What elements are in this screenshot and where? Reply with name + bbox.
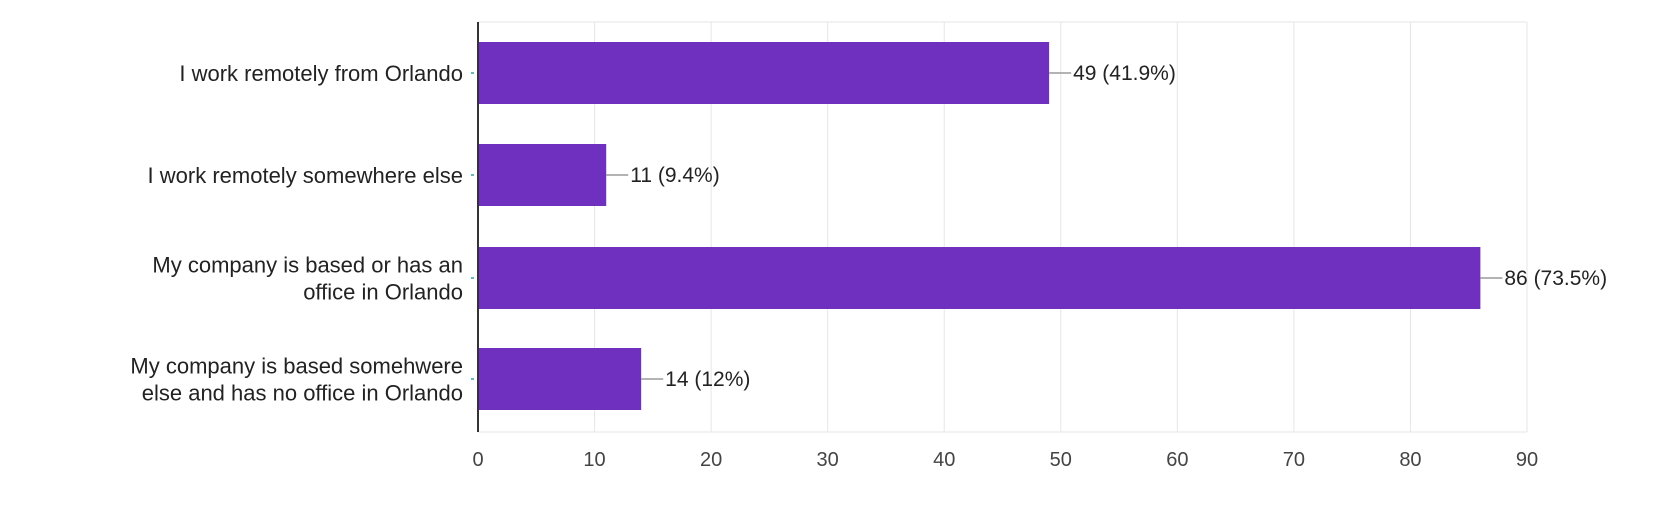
- x-tick-label-60: 60: [1166, 449, 1188, 471]
- category-label-2-line-0: My company is based or has an: [152, 253, 463, 278]
- x-tick-label-0: 0: [472, 449, 483, 471]
- data-label-2: 86 (73.5%): [1504, 267, 1607, 290]
- x-tick-label-30: 30: [817, 449, 839, 471]
- x-tick-label-40: 40: [933, 449, 955, 471]
- category-label-3-line-1: else and has no office in Orlando: [142, 381, 463, 406]
- bar-2: [478, 247, 1481, 309]
- x-tick-label-90: 90: [1516, 449, 1538, 471]
- category-label-2-line-1: office in Orlando: [303, 280, 463, 305]
- x-tick-label-10: 10: [583, 449, 605, 471]
- x-tick-label-20: 20: [700, 449, 722, 471]
- data-label-3: 14 (12%): [665, 368, 750, 391]
- bar-1: [478, 144, 607, 206]
- category-label-3-line-0: My company is based somehwere: [130, 354, 463, 379]
- data-label-1: 11 (9.4%): [630, 164, 720, 187]
- x-tick-label-80: 80: [1399, 449, 1421, 471]
- x-tick-label-50: 50: [1050, 449, 1072, 471]
- bar-0: [478, 42, 1050, 104]
- category-label-1-line-0: I work remotely somewhere else: [148, 163, 463, 188]
- category-label-0-line-0: I work remotely from Orlando: [179, 61, 463, 86]
- data-label-0: 49 (41.9%): [1073, 62, 1176, 85]
- bar-3: [478, 348, 642, 410]
- x-tick-label-70: 70: [1283, 449, 1305, 471]
